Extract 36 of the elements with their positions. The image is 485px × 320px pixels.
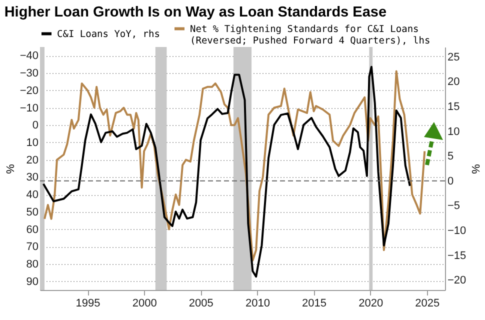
x-tick-label: 2020 (358, 298, 384, 310)
x-tick-label: 2010 (245, 298, 270, 310)
y-tick-label: −30 (20, 68, 38, 80)
y2-tick-label: −15 (448, 250, 466, 262)
y-axis-title: % (4, 164, 17, 174)
y2-tick-label: −5 (448, 200, 460, 212)
y2-tick-label: 10 (448, 126, 460, 138)
y-tick-label: −40 (20, 50, 38, 62)
y2-tick-label: 5 (448, 150, 454, 163)
y-tick-label: −10 (20, 102, 38, 114)
y-tick-label: 50 (26, 206, 38, 218)
y-tick-label: 30 (26, 172, 38, 184)
y2-tick-label: −20 (448, 274, 466, 287)
x-tick-label: 2025 (415, 298, 440, 310)
y2-axis-title: % (469, 164, 482, 174)
y-tick-label: 0 (32, 120, 38, 132)
y2-tick-label: 0 (448, 175, 454, 188)
legend-label: C&I Loans YoY, rhs (57, 28, 160, 40)
y-tick-label: −20 (20, 84, 38, 97)
y2-tick-label: −10 (448, 224, 466, 237)
y2-tick-label: 25 (448, 51, 460, 64)
y2-tick-label: 15 (448, 101, 460, 114)
x-tick-label: 2015 (302, 298, 327, 310)
chart-title: Higher Loan Growth Is on Way as Loan Standards Ease (4, 4, 387, 20)
legend-label: Net % Tightening Standards for C&I Loans (Reversed; Pushed Forward 4 Quarters), lhs (190, 24, 430, 46)
y-tick-label: 80 (26, 258, 38, 270)
y-tick-label: 90 (26, 276, 38, 288)
y-tick-label: 40 (26, 189, 38, 202)
y-tick-label: 70 (26, 241, 38, 254)
y-tick-label: 20 (26, 154, 38, 166)
x-tick-label: 2005 (188, 298, 214, 310)
y2-tick-label: 20 (448, 76, 460, 88)
y-tick-label: 10 (26, 136, 38, 149)
y-tick-label: 60 (26, 224, 38, 236)
x-tick-label: 1995 (76, 298, 100, 310)
x-tick-label: 2000 (132, 298, 157, 310)
